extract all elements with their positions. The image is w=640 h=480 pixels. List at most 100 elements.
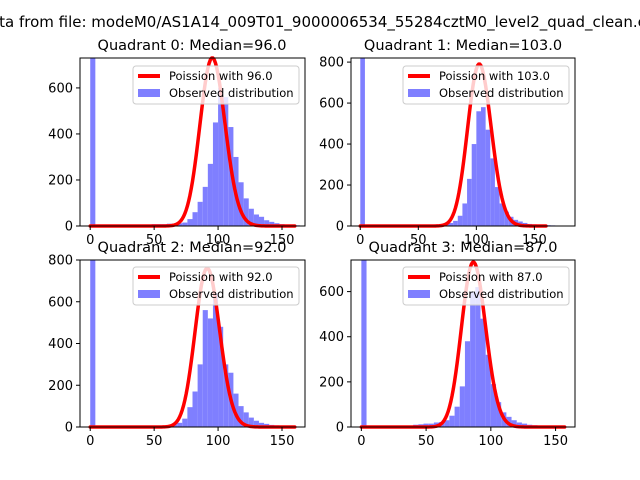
legend: Poission with 96.0 Observed distribution xyxy=(132,65,300,105)
axes-frame xyxy=(79,57,306,227)
histogram-bar xyxy=(454,406,460,427)
histogram-bar xyxy=(258,422,265,427)
histogram-bar xyxy=(182,222,188,226)
histogram-bar xyxy=(467,178,472,226)
legend-observed-swatch xyxy=(408,89,430,97)
figure-suptitle: Data from file: modeM0/AS1A14_009T01_900… xyxy=(0,13,640,32)
panel-title: Quadrant 2: Median=92.0 xyxy=(98,240,287,256)
histogram-bar xyxy=(511,420,517,427)
histogram-bar xyxy=(444,420,450,427)
legend-poisson-label: Poission with 92.0 xyxy=(169,270,273,284)
panel-title: Quadrant 1: Median=103.0 xyxy=(364,38,562,54)
axes-frame xyxy=(350,259,576,428)
y-tick-label: 600 xyxy=(48,295,73,310)
x-tick-label: 100 xyxy=(206,434,231,449)
histogram-bar xyxy=(238,406,244,427)
y-tick-label: 800 xyxy=(48,254,73,269)
legend-observed-swatch xyxy=(138,89,160,97)
y-tick-label: 600 xyxy=(319,285,344,300)
histogram-bar xyxy=(243,198,249,226)
x-tick-label: 100 xyxy=(206,233,231,248)
y-tick-label: 0 xyxy=(336,421,344,436)
histogram-bar xyxy=(182,418,188,427)
histogram-bar xyxy=(485,129,491,226)
legend-frame xyxy=(132,266,300,306)
histogram-bar xyxy=(453,220,458,226)
histogram-bar xyxy=(197,201,203,226)
histogram-bar xyxy=(90,260,96,427)
y-tick-label: 200 xyxy=(319,179,344,194)
panel-title: Quadrant 0: Median=96.0 xyxy=(98,38,287,54)
x-tick-label: 50 xyxy=(418,434,435,449)
x-tick-label: 0 xyxy=(86,434,94,449)
histogram-bar xyxy=(269,221,275,226)
x-tick-label: 150 xyxy=(270,434,295,449)
histogram-bar xyxy=(496,402,502,427)
x-tick-label: 150 xyxy=(522,233,547,248)
histogram-bar xyxy=(202,310,208,427)
histogram-bar xyxy=(218,326,224,427)
panel-quadrant-0: Quadrant 0: Median=96.0 0 50 100 150 0 200 400… xyxy=(48,38,306,248)
y-tick-label: 400 xyxy=(48,127,73,142)
histogram-bar xyxy=(218,87,224,226)
y-tick-label: 800 xyxy=(319,56,344,71)
histogram-bar xyxy=(212,122,219,226)
x-tick-label: 0 xyxy=(86,233,94,248)
histogram-bar xyxy=(258,216,265,226)
histogram-bar xyxy=(243,412,249,427)
y-tick-label: 0 xyxy=(65,421,73,436)
panel-quadrant-1: Quadrant 1: Median=103.0 0 50 100 150 0 200 40… xyxy=(319,38,576,248)
y-tick-label: 600 xyxy=(48,81,73,96)
legend-poisson-label: Poission with 96.0 xyxy=(169,69,273,83)
histogram-bar xyxy=(238,182,244,226)
histogram-bar xyxy=(223,364,229,427)
x-tick-label: 100 xyxy=(464,233,489,248)
histogram-bar xyxy=(207,318,213,427)
panel-quadrant-2: Quadrant 2: Median=92.0 0 50 100 150 0 200 400… xyxy=(48,240,306,449)
histogram-bar xyxy=(499,203,505,226)
histogram-bar xyxy=(264,220,270,226)
histogram-bar xyxy=(448,222,454,226)
histogram-bar xyxy=(494,187,500,226)
y-tick-label: 0 xyxy=(336,220,344,235)
histogram-bar xyxy=(361,260,367,427)
histogram-bar xyxy=(464,341,471,427)
histogram-bar xyxy=(192,391,198,427)
histogram-bar xyxy=(248,417,254,427)
histogram-bar xyxy=(360,58,365,226)
histogram-bar xyxy=(248,208,254,226)
legend-frame xyxy=(402,65,570,105)
x-tick-label: 50 xyxy=(146,233,163,248)
y-tick-label: 400 xyxy=(48,337,73,352)
histogram-bar xyxy=(470,291,476,427)
y-tick-label: 200 xyxy=(48,379,73,394)
histogram-bar xyxy=(223,97,229,226)
histogram-bar xyxy=(187,219,193,226)
histogram-bar xyxy=(476,111,481,226)
histogram-bar xyxy=(177,223,183,226)
legend-observed-label: Observed distribution xyxy=(169,86,294,100)
legend: Poission with 92.0 Observed distribution xyxy=(132,266,300,306)
x-tick-label: 0 xyxy=(357,434,365,449)
y-tick-label: 400 xyxy=(319,330,344,345)
y-tick-label: 200 xyxy=(319,375,344,390)
legend-frame xyxy=(132,65,300,105)
y-tick-label: 400 xyxy=(319,138,344,153)
histogram-bar xyxy=(177,422,183,427)
x-tick-label: 100 xyxy=(478,434,503,449)
histogram-bar xyxy=(490,384,497,427)
histogram-bar xyxy=(212,293,219,427)
histogram-bar xyxy=(457,215,463,226)
legend-observed-swatch xyxy=(138,290,160,298)
histogram-bar xyxy=(475,287,481,427)
histogram-bar xyxy=(90,58,96,226)
legend-observed-label: Observed distribution xyxy=(169,287,294,301)
legend-observed-label: Observed distribution xyxy=(439,287,564,301)
histogram-bar xyxy=(187,407,193,427)
x-tick-label: 50 xyxy=(146,434,163,449)
histogram-bar xyxy=(253,420,259,427)
y-tick-label: 200 xyxy=(48,173,73,188)
axes-frame xyxy=(350,57,576,227)
x-tick-label: 50 xyxy=(410,233,427,248)
